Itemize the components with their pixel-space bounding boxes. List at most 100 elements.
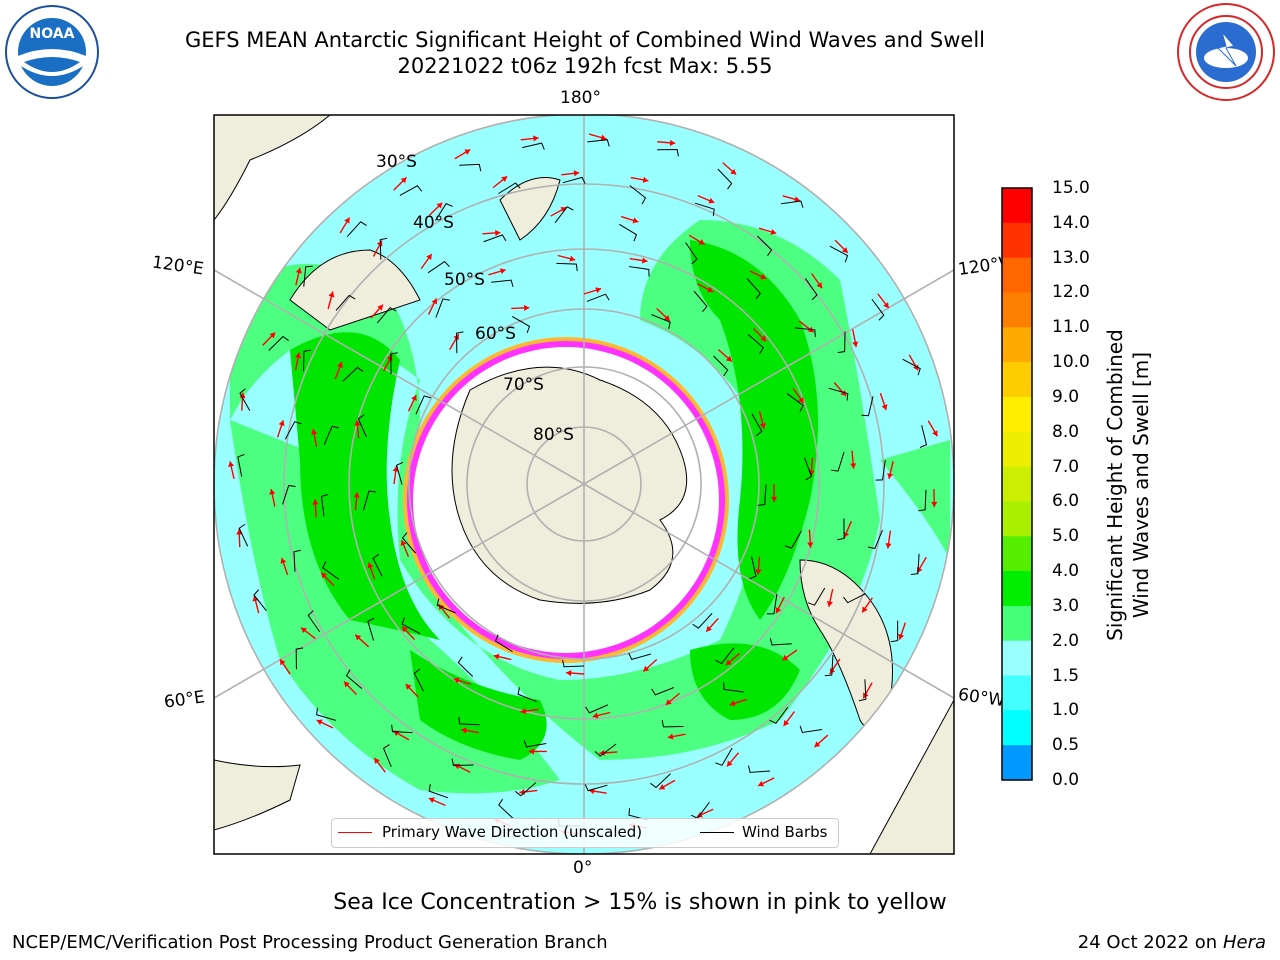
wind-barb: [554, 206, 574, 224]
wind-barb: [456, 331, 464, 354]
wind-barb: [717, 168, 733, 190]
wind-barb: [282, 484, 296, 505]
wind-barb: [786, 393, 804, 412]
wave-arrow-head: [798, 397, 804, 404]
wind-barb: [363, 490, 376, 511]
wave-arrow-head: [461, 727, 467, 734]
wind-barb: [867, 529, 883, 550]
wave-arrow-head: [755, 569, 762, 575]
wind-barb: [239, 388, 251, 411]
wind-barb: [435, 298, 450, 318]
graticule: [214, 115, 954, 854]
run-date: 24 Oct 2022 on Hera: [1078, 932, 1266, 953]
wind-barb: [807, 587, 826, 606]
wave-arrow-head: [843, 531, 850, 538]
colorbar-bin: [1002, 188, 1032, 224]
colorbar-bin: [1002, 466, 1032, 502]
wave-arrow-head: [316, 719, 323, 726]
wind-barb: [372, 553, 383, 577]
wind-barb: [323, 425, 339, 445]
wind-barb: [295, 647, 304, 670]
wind-barb: [413, 668, 424, 692]
wind-barb: [910, 553, 920, 575]
wave-arrow-head: [528, 748, 534, 755]
wave-arrow-head: [312, 499, 319, 505]
wind-barb: [650, 773, 671, 789]
wave-arrow-head: [280, 659, 286, 666]
wave-arrow-head: [328, 291, 335, 298]
wind-barb: [804, 278, 818, 301]
wind-barb: [918, 489, 927, 512]
wind-barb-legend-line: [700, 832, 734, 833]
wave-arrow-head: [883, 302, 889, 309]
colorbar-tick-label: 3.0: [1052, 595, 1080, 616]
wind-barb: [715, 747, 733, 766]
wind-barb: [498, 798, 514, 820]
wave-arrow-head: [493, 653, 500, 660]
wind-barb: [837, 518, 845, 541]
wind-barb: [769, 706, 789, 724]
wind-barb: [357, 414, 367, 438]
wave-arrow-head: [344, 217, 350, 224]
wave-arrow-head: [816, 282, 822, 289]
wind-barb: [890, 620, 899, 643]
wind-barb: [766, 593, 778, 615]
wave-arrow-head: [411, 395, 417, 401]
colorbar-bin: [1002, 571, 1032, 607]
colorbar-tick-label: 6.0: [1052, 491, 1080, 512]
lon-label-0: 0°: [573, 858, 593, 878]
colorbar-tick-label: 0.5: [1052, 735, 1080, 756]
wind-barb: [511, 315, 531, 334]
wind-barb: [522, 142, 545, 150]
wind-barb: [586, 293, 610, 302]
wave-arrow-head: [641, 257, 648, 264]
wave-arrow-head: [592, 712, 599, 719]
wind-barb: [451, 758, 474, 766]
lat-label-40s: 40°S: [413, 213, 454, 233]
wind-barb: [651, 314, 671, 330]
map-frame: [213, 114, 955, 855]
run-date-text: 24 Oct 2022 on: [1077, 932, 1223, 953]
wind-barb: [756, 235, 773, 256]
wind-barb: [303, 349, 311, 372]
wind-barb-legend-label: Wind Barbs: [742, 823, 828, 841]
wave-arrow-head: [642, 176, 649, 183]
wave-arrow-head: [321, 572, 327, 579]
colorbar-bin: [1002, 396, 1032, 433]
colorbar-tick-label: 1.0: [1052, 700, 1080, 721]
wind-barb: [562, 659, 585, 668]
wind-barb: [747, 334, 764, 354]
wind-barb: [875, 459, 886, 481]
wave-arrow-head: [852, 341, 859, 348]
wind-barb: [794, 327, 816, 337]
wind-barb: [829, 245, 849, 263]
wind-barb: [457, 656, 474, 677]
wind-barb: [858, 679, 867, 702]
sea-ice-note: Sea Ice Concentration > 15% is shown in …: [333, 890, 947, 915]
wave-arrow-head: [228, 461, 235, 468]
wind-barb: [824, 655, 834, 677]
wave-arrow-head: [782, 654, 789, 661]
wind-barb: [303, 265, 313, 287]
wind-barb: [799, 725, 823, 734]
colorbar-bin: [1002, 675, 1032, 711]
wind-barb: [523, 740, 547, 748]
lat-label-60s: 60°S: [475, 324, 516, 344]
wave-arrow-head: [453, 334, 459, 341]
wave-arrow-head: [783, 719, 790, 726]
wind-barb: [715, 647, 735, 665]
wind-barb: [749, 556, 757, 580]
wave-arrow-head: [794, 196, 801, 203]
nws-logo: [1177, 3, 1275, 101]
colorbar-tick-label: 11.0: [1052, 317, 1090, 338]
wind-barb: [585, 704, 609, 714]
wind-barb: [781, 200, 804, 208]
wind-barb: [751, 413, 763, 437]
wind-barb: [284, 421, 302, 440]
wave-arrow-head: [600, 134, 607, 141]
wind-barb: [562, 176, 586, 184]
wind-barb: [629, 185, 647, 205]
wind-barb: [345, 669, 363, 689]
wave-arrow-head: [760, 335, 767, 342]
wave-arrow-head: [295, 352, 302, 359]
